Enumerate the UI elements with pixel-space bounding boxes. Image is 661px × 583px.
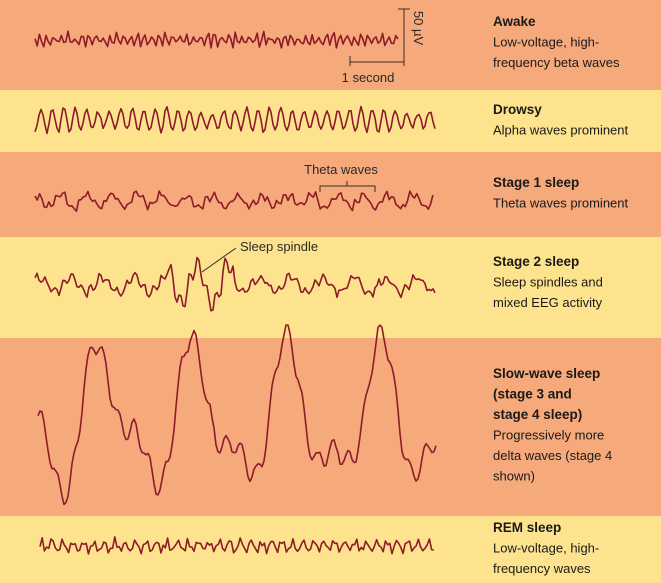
eeg-wave [34,30,399,49]
stage-title: stage 4 sleep) [493,407,582,422]
eeg-wave [34,105,436,135]
stage-description: Low-voltage, high- [493,35,599,50]
eeg-wave [39,536,434,555]
stage-description: frequency waves [493,561,591,576]
voltage-scale-label: 50 µV [411,11,426,46]
eeg-wave [34,190,434,213]
stage-title: Awake [493,14,536,29]
waveforms [34,30,437,555]
stage-description: Alpha waves prominent [493,123,629,138]
theta-label: Theta waves [304,162,378,177]
eeg-wave [37,324,437,506]
stage-title: Stage 1 sleep [493,175,579,190]
stage-labels: Awake Low-voltage, high-frequency beta wa… [493,14,629,576]
spindle-label: Sleep spindle [240,239,318,254]
stage-title: (stage 3 and [493,387,572,402]
stage-description: delta waves (stage 4 [493,448,612,463]
stage-description: Low-voltage, high- [493,541,599,556]
stage-title: Slow-wave sleep [493,366,600,381]
stage-title: REM sleep [493,520,561,535]
stage-description: Progressively more [493,428,604,443]
stage-description: shown) [493,469,535,484]
time-scale-label: 1 second [342,70,395,85]
band-slow-wave [0,338,661,516]
theta-bracket [319,181,376,192]
stage-description: mixed EEG activity [493,295,603,310]
stage-description: Theta waves prominent [493,196,629,211]
eeg-wave [34,256,436,312]
spindle-pointer [201,247,237,273]
stage-title: Drowsy [493,102,542,117]
stage-title: Stage 2 sleep [493,254,579,269]
stage-description: Sleep spindles and [493,275,603,290]
stage-description: frequency beta waves [493,55,620,70]
